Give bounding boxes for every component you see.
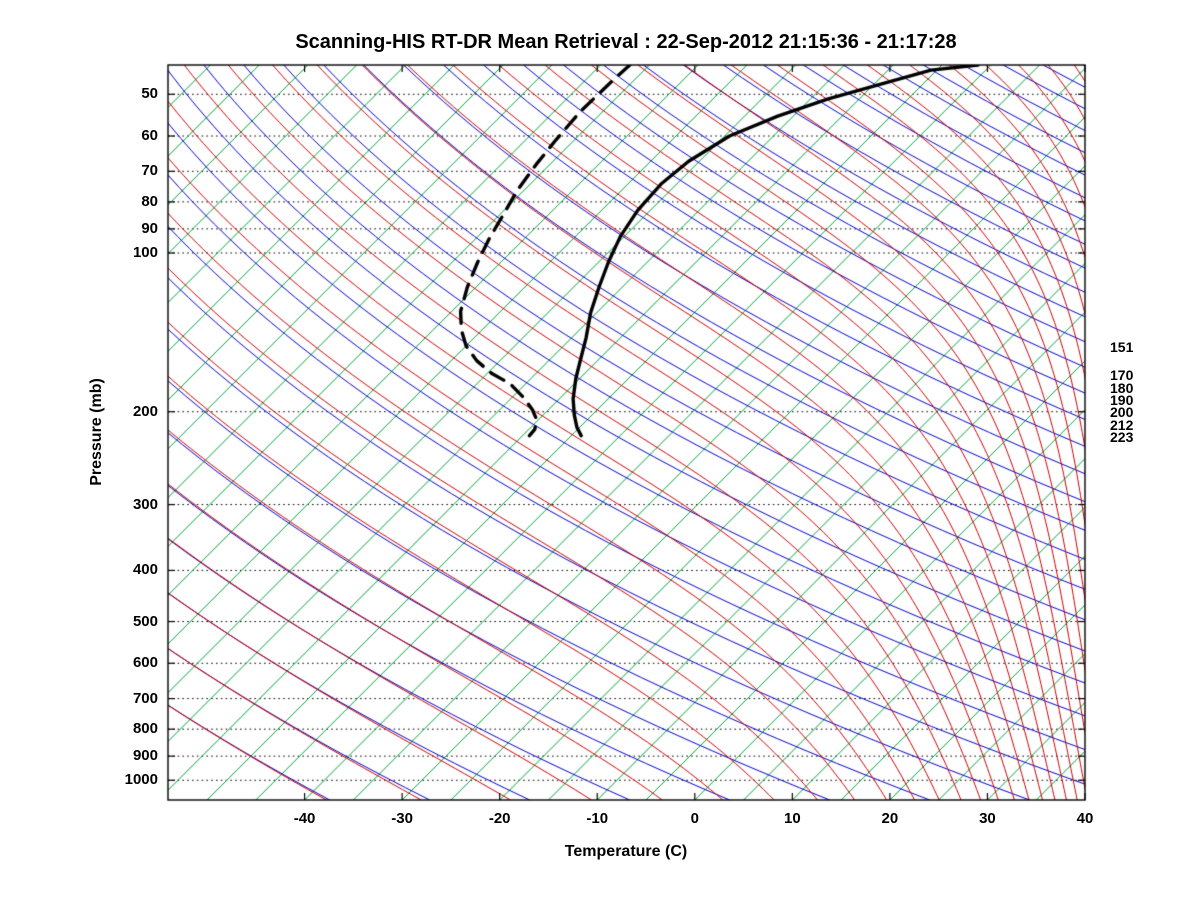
y-tick-label: 500 (132, 612, 158, 630)
x-tick-label: 0 (690, 810, 699, 827)
y-tick-label: 800 (132, 720, 158, 738)
right-pressure-label: 170 (1110, 366, 1134, 383)
y-tick-label: 1000 (124, 771, 158, 789)
x-tick-label: -10 (586, 810, 609, 827)
x-tick-label: -40 (293, 810, 316, 827)
x-axis-label: Temperature (C) (564, 843, 688, 860)
right-pressure-label: 190 (1110, 391, 1134, 408)
x-tick-label: 30 (979, 810, 996, 827)
y-tick-label: 100 (132, 243, 158, 261)
y-tick-label: 70 (141, 162, 158, 180)
right-pressure-label: 223 (1110, 428, 1134, 445)
y-tick-label: 900 (132, 747, 158, 765)
y-axis-label: Pressure (mb) (88, 378, 105, 486)
x-tick-label: 10 (783, 810, 801, 827)
y-tick-label: 200 (132, 402, 158, 420)
right-pressure-label: 212 (1110, 417, 1134, 434)
x-tick-label: -30 (391, 810, 413, 827)
x-tick-label: -20 (488, 810, 511, 827)
x-tick-label: 40 (1076, 810, 1094, 827)
chart-title: Scanning-HIS RT-DR Mean Retrieval : 22-S… (295, 31, 957, 53)
y-tick-label: 300 (132, 495, 158, 513)
y-tick-label: 700 (132, 689, 158, 707)
y-tick-label: 400 (132, 561, 158, 579)
y-tick-label: 600 (132, 654, 158, 672)
right-pressure-label: 151 (1110, 339, 1134, 356)
y-tick-label: 90 (141, 219, 158, 237)
right-pressure-label: 200 (1110, 403, 1134, 420)
y-tick-label: 60 (141, 127, 158, 145)
right-pressure-label: 180 (1110, 379, 1134, 396)
y-tick-label: 50 (141, 85, 158, 103)
x-tick-label: 20 (881, 810, 899, 827)
y-tick-label: 80 (141, 192, 158, 210)
